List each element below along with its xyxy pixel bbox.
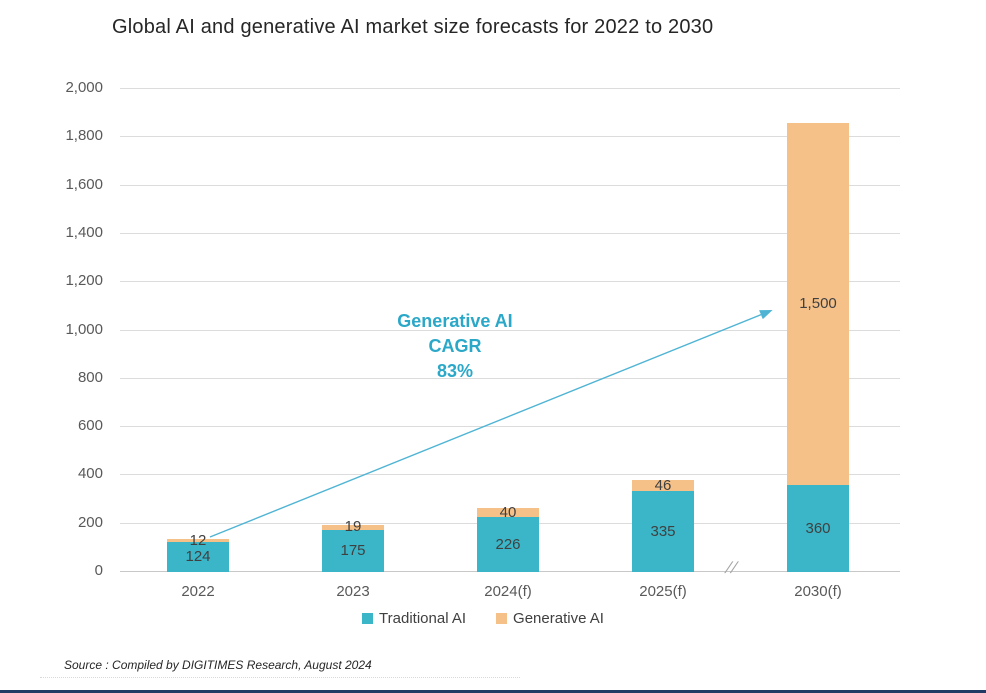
annotation-line-1: Generative AI: [397, 311, 513, 331]
data-label-generative: 40: [499, 503, 517, 521]
y-tick-label: 1,400: [65, 223, 103, 241]
legend-item: Generative AI: [496, 610, 604, 627]
x-tick-label: 2025(f): [639, 583, 687, 600]
segment-traditional-ai: [787, 485, 849, 572]
footer-bar: [0, 690, 986, 693]
gridline: [120, 426, 900, 428]
data-label-generative: 46: [654, 476, 672, 494]
data-label-traditional: 124: [185, 548, 211, 566]
data-label-generative: 1,500: [799, 294, 837, 312]
bar-2023: 175 19: [322, 518, 384, 572]
cagr-annotation: Generative AI CAGR 83%: [355, 309, 555, 384]
legend-swatch-icon: [362, 613, 374, 624]
data-label-traditional: 226: [495, 535, 521, 553]
y-tick-label: 800: [77, 368, 103, 386]
gridline: [120, 281, 900, 283]
legend: Traditional AI Generative AI: [0, 610, 966, 627]
gridline: [120, 474, 900, 476]
bar-2024(f): 226 40: [477, 504, 539, 572]
source-rule: [40, 677, 520, 678]
y-tick-label: 600: [77, 417, 103, 435]
axis-break: //: [724, 560, 739, 577]
legend-item: Traditional AI: [362, 610, 466, 627]
data-label-generative: 19: [344, 518, 362, 536]
bar-2025(f): 335 46: [632, 477, 694, 572]
bar-2030(f): 360 1,500: [787, 122, 849, 572]
gridline: [120, 136, 900, 138]
segment-traditional-ai: [167, 542, 229, 572]
gridline: [120, 88, 900, 89]
y-tick-label: 400: [77, 465, 103, 483]
y-tick-label: 2,000: [65, 79, 103, 96]
x-tick-label: 2022: [181, 583, 215, 600]
y-tick-label: 1,600: [65, 175, 103, 193]
y-tick-label: 1,000: [65, 320, 103, 338]
segment-generative-ai: [787, 122, 849, 486]
chart-title: Global AI and generative AI market size …: [112, 16, 714, 38]
y-tick-label: 1,200: [65, 272, 103, 290]
gridline: [120, 184, 900, 186]
legend-label: Generative AI: [513, 610, 604, 627]
data-label-traditional: 175: [340, 541, 366, 559]
bar-2022: 124 12: [167, 532, 229, 572]
source-note: Source : Compiled by DIGITIMES Research,…: [64, 658, 372, 672]
gridline: [120, 232, 900, 234]
x-tick-label: 2024(f): [484, 583, 532, 600]
annotation-line-2: CAGR: [428, 336, 482, 356]
y-tick-label: 1,800: [65, 127, 103, 145]
annotation-line-3: 83%: [436, 361, 474, 381]
data-label-generative: 12: [189, 531, 207, 549]
x-tick-label: 2030(f): [794, 583, 842, 600]
legend-label: Traditional AI: [379, 610, 467, 627]
y-tick-label: 200: [77, 513, 103, 531]
data-label-traditional: 335: [650, 522, 676, 540]
y-tick-label: 0: [94, 562, 103, 579]
segment-generative-ai: [167, 539, 229, 543]
data-label-traditional: 360: [805, 519, 831, 537]
x-tick-label: 2023: [336, 583, 370, 600]
legend-swatch-icon: [496, 613, 508, 624]
